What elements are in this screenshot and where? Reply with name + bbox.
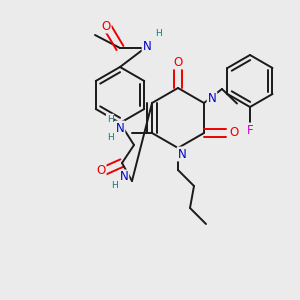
Text: N: N [142, 40, 152, 52]
Text: H: H [106, 133, 113, 142]
Text: H: H [111, 181, 117, 190]
Text: N: N [178, 148, 186, 160]
Text: N: N [208, 92, 216, 106]
Text: O: O [173, 56, 183, 68]
Text: F: F [247, 124, 253, 136]
Text: O: O [230, 127, 238, 140]
Text: O: O [101, 20, 111, 32]
Text: H: H [106, 115, 113, 124]
Text: H: H [154, 29, 161, 38]
Text: O: O [96, 164, 106, 176]
Text: N: N [116, 122, 124, 134]
Text: N: N [120, 170, 128, 184]
